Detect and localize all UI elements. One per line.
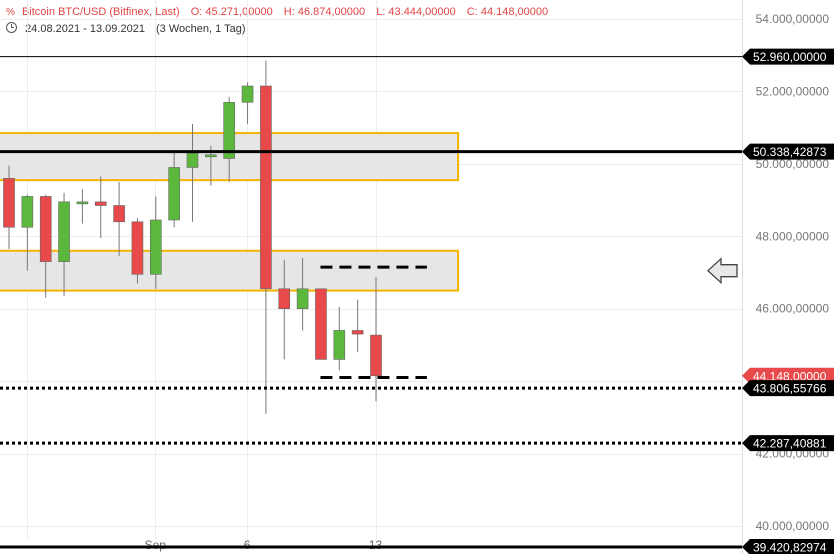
candle-up	[241, 85, 254, 103]
clock-icon[interactable]	[6, 22, 17, 33]
candle-down	[39, 196, 52, 262]
price-level-tag	[742, 435, 834, 452]
interval: (3 Wochen, 1 Tag)	[156, 23, 246, 35]
date-range: 24.08.2021 - 13.09.2021	[25, 23, 145, 35]
price-level-label: 39.420,82974	[753, 540, 827, 554]
y-tick-label: 46.000,00000	[756, 302, 830, 316]
instrument-name: Bitcoin BTC/USD (Bitfinex, Last)	[21, 6, 180, 18]
candle-down	[3, 178, 15, 228]
candle-up	[205, 154, 217, 158]
price-level-tag	[742, 143, 834, 160]
candle-down	[315, 288, 327, 360]
price-level-label: 52.960,00000	[753, 50, 827, 64]
support-resistance-zone	[0, 249, 460, 292]
price-level-tag	[742, 48, 834, 65]
candle-down	[94, 201, 107, 206]
price-level-tag	[742, 367, 834, 384]
price-level-label: 42.287,40881	[753, 437, 827, 451]
price-level-tag	[742, 380, 834, 397]
y-tick-label: 40.000,00000	[756, 519, 830, 533]
candle-up	[76, 201, 89, 205]
open-value: O: 45.271,00000	[190, 6, 273, 18]
high-value: H: 46.874,00000	[283, 6, 366, 18]
y-tick-label: 50.000,00000	[756, 157, 830, 171]
candle-up	[58, 201, 70, 262]
candle-down	[131, 221, 144, 275]
y-tick-label: 54.000,00000	[756, 12, 830, 26]
x-tick-label: 6	[244, 538, 251, 552]
candle-up	[296, 288, 309, 310]
candle-up	[223, 101, 235, 159]
y-tick-label: 48.000,00000	[756, 229, 830, 243]
candle-up	[150, 219, 162, 275]
candle-down	[278, 288, 291, 310]
candle-up	[168, 167, 180, 221]
candle-up	[333, 330, 346, 360]
chart-header-range: 24.08.2021 - 13.09.2021 (3 Wochen, 1 Tag…	[6, 22, 246, 35]
low-value: L: 43.444,00000	[376, 6, 456, 18]
price-level-label: 43.806,55766	[753, 382, 827, 396]
candle-down	[260, 85, 272, 290]
price-level-tag	[742, 538, 834, 554]
close-value: C: 44.148,00000	[466, 6, 549, 18]
y-tick-label: 52.000,00000	[756, 84, 830, 98]
left-arrow-icon	[707, 257, 738, 285]
x-tick-label: 13	[369, 538, 383, 552]
candle-up	[21, 196, 34, 228]
candle-down	[370, 334, 382, 377]
chart-header-ohlc: % Bitcoin BTC/USD (Bitfinex, Last) O: 45…	[6, 6, 548, 18]
price-level-label: 50.338,42873	[753, 145, 827, 159]
candle-down	[113, 205, 125, 223]
candle-down	[351, 330, 364, 335]
x-tick-label: Sep	[145, 538, 167, 552]
candle-up	[186, 152, 199, 168]
price-level-label: 44.148,00000	[753, 369, 827, 383]
percent-icon[interactable]: %	[6, 7, 15, 18]
